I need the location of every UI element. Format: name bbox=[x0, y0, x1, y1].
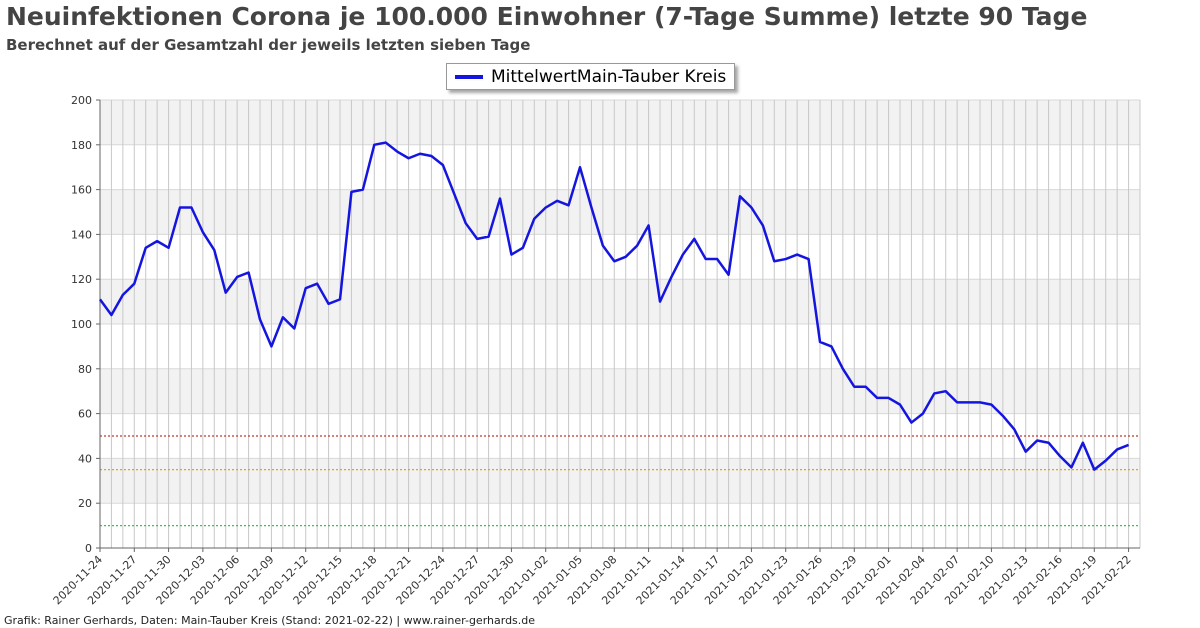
y-tick-label: 60 bbox=[78, 408, 92, 421]
y-tick-label: 80 bbox=[78, 363, 92, 376]
series-line bbox=[98, 141, 1130, 471]
y-tick-label: 140 bbox=[71, 228, 92, 241]
grid-band bbox=[100, 100, 1140, 145]
grid-band bbox=[100, 189, 1140, 235]
grid-band bbox=[100, 368, 1140, 414]
legend-label: MittelwertMain-Tauber Kreis bbox=[491, 66, 727, 87]
y-tick-label: 180 bbox=[71, 139, 92, 152]
y-tick-label: 0 bbox=[85, 542, 92, 555]
chart-legend: MittelwertMain-Tauber Kreis bbox=[446, 63, 736, 90]
chart-title: Neuinfektionen Corona je 100.000 Einwohn… bbox=[6, 2, 1088, 31]
chart-subtitle: Berechnet auf der Gesamtzahl der jeweils… bbox=[6, 36, 531, 54]
grid-band bbox=[100, 458, 1140, 504]
grid-band bbox=[100, 279, 1140, 324]
y-tick-label: 20 bbox=[78, 497, 92, 510]
legend-swatch bbox=[455, 74, 483, 79]
y-tick-label: 100 bbox=[71, 318, 92, 331]
y-tick-label: 120 bbox=[71, 273, 92, 286]
y-tick-label: 40 bbox=[78, 452, 92, 465]
y-tick-label: 200 bbox=[71, 94, 92, 107]
y-tick-label: 160 bbox=[71, 184, 92, 197]
footer-credit: Grafik: Rainer Gerhards, Daten: Main-Tau… bbox=[4, 614, 536, 627]
